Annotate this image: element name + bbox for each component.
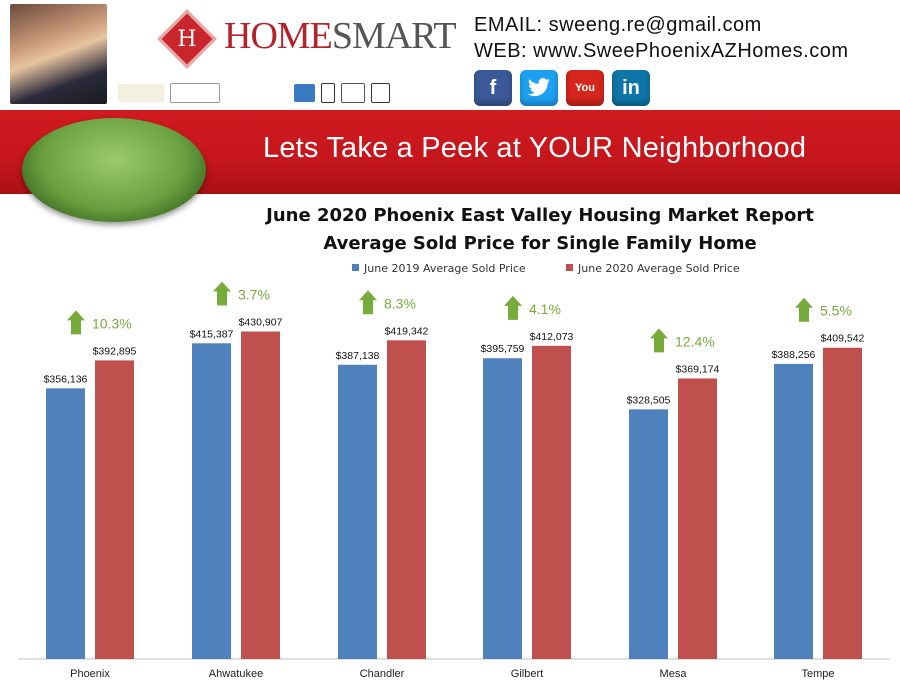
up-arrow-icon-chandler: [359, 290, 377, 315]
bar-ahwatukee-2020: [241, 331, 280, 659]
youtube-icon-label: You: [575, 82, 595, 94]
bar-gilbert-2019: [483, 358, 522, 659]
banner-text: Lets Take a Peek at YOUR Neighborhood: [263, 132, 807, 164]
data-label-tempe-2019: $388,256: [772, 349, 816, 361]
data-label-gilbert-2019: $395,759: [481, 343, 525, 355]
up-arrow-icon-ahwatukee: [213, 281, 231, 306]
legend-swatch-2019: [352, 264, 359, 271]
bar-phoenix-2020: [95, 360, 134, 659]
data-label-ahwatukee-2020: $430,907: [239, 317, 283, 329]
epro-badge-icon: [225, 84, 289, 102]
up-arrow-icon-mesa: [650, 328, 668, 353]
data-label-mesa-2020: $369,174: [676, 363, 720, 375]
x-tick-gilbert: Gilbert: [511, 668, 543, 680]
bar-chandler-2020: [387, 340, 426, 659]
x-tick-mesa: Mesa: [660, 668, 688, 680]
neighborhood-illustration: [22, 118, 206, 222]
equal-housing-badge-icon: [371, 83, 390, 103]
data-label-phoenix-2019: $356,136: [44, 373, 88, 385]
youtube-icon[interactable]: You: [566, 70, 604, 106]
x-tick-ahwatukee: Ahwatukee: [209, 668, 263, 680]
data-label-ahwatukee-2019: $415,387: [190, 328, 234, 340]
bar-chandler-2019: [338, 364, 377, 659]
bar-ahwatukee-2019: [192, 343, 231, 659]
data-label-tempe-2020: $409,542: [821, 333, 865, 345]
brand-name-part2: SMART: [331, 15, 457, 57]
data-label-chandler-2020: $419,342: [385, 325, 429, 337]
bar-chart: June 2020 Phoenix East Valley Housing Ma…: [18, 205, 890, 680]
legend-label-2020: June 2020 Average Sold Price: [577, 262, 740, 275]
brand-name-part1: HOME: [224, 15, 333, 57]
change-label-phoenix: 10.3%: [92, 315, 132, 331]
energy-badge-icon: [294, 84, 315, 102]
data-label-gilbert-2020: $412,073: [530, 331, 574, 343]
chart-title: June 2020 Phoenix East Valley Housing Ma…: [264, 205, 814, 226]
bar-gilbert-2020: [532, 345, 571, 659]
mls-badge-icon: [341, 83, 366, 103]
chart-subtitle: Average Sold Price for Single Family Hom…: [323, 233, 756, 254]
up-arrow-icon-gilbert: [504, 295, 522, 320]
contact-email[interactable]: EMAIL: sweeng.re@gmail.com: [474, 14, 762, 36]
up-arrow-icon-tempe: [795, 297, 813, 322]
header: H HOMESMART EMAIL: sweeng.re@gmail.com W…: [0, 0, 900, 110]
bar-phoenix-2019: [46, 388, 85, 659]
data-label-chandler-2019: $387,138: [336, 350, 380, 362]
data-label-mesa-2019: $328,505: [627, 394, 671, 406]
brand-h-icon: H: [177, 26, 197, 52]
linkedin-icon[interactable]: in: [612, 70, 650, 106]
bars-layer: $356,136 $392,895 Phoenix 10.3% $415,387 $430…: [44, 281, 865, 680]
contact-website[interactable]: WEB: www.SweePhoenixAZHomes.com: [474, 40, 849, 62]
realtor-r-badge-icon: [320, 83, 336, 103]
change-label-mesa: 12.4%: [675, 333, 715, 349]
facebook-icon[interactable]: f: [474, 70, 512, 106]
bar-tempe-2019: [774, 363, 813, 659]
twitter-icon[interactable]: [520, 70, 558, 106]
data-label-phoenix-2020: $392,895: [93, 345, 137, 357]
change-label-tempe: 5.5%: [820, 303, 852, 319]
x-tick-chandler: Chandler: [360, 668, 405, 680]
legend-label-2019: June 2019 Average Sold Price: [363, 262, 526, 275]
realtor-institute-badge-icon: [118, 84, 164, 102]
change-label-gilbert: 4.1%: [529, 301, 561, 317]
social-links: f You in: [474, 70, 650, 106]
abr-badge-icon: [169, 83, 220, 103]
change-label-chandler: 8.3%: [384, 295, 416, 311]
legend-swatch-2020: [566, 264, 573, 271]
brand-logo[interactable]: H HOMESMART: [157, 9, 457, 72]
agent-photo: [10, 4, 107, 104]
change-label-ahwatukee: 3.7%: [238, 287, 270, 303]
x-tick-phoenix: Phoenix: [70, 668, 110, 680]
bar-mesa-2019: [629, 409, 668, 659]
up-arrow-icon-phoenix: [67, 310, 85, 335]
bar-mesa-2020: [678, 378, 717, 659]
x-tick-tempe: Tempe: [801, 668, 834, 680]
chart-legend: June 2019 Average Sold Price June 2020 A…: [352, 262, 740, 275]
certification-badges: [118, 82, 390, 104]
bar-tempe-2020: [823, 347, 862, 659]
brand-name: HOMESMART: [224, 14, 457, 58]
